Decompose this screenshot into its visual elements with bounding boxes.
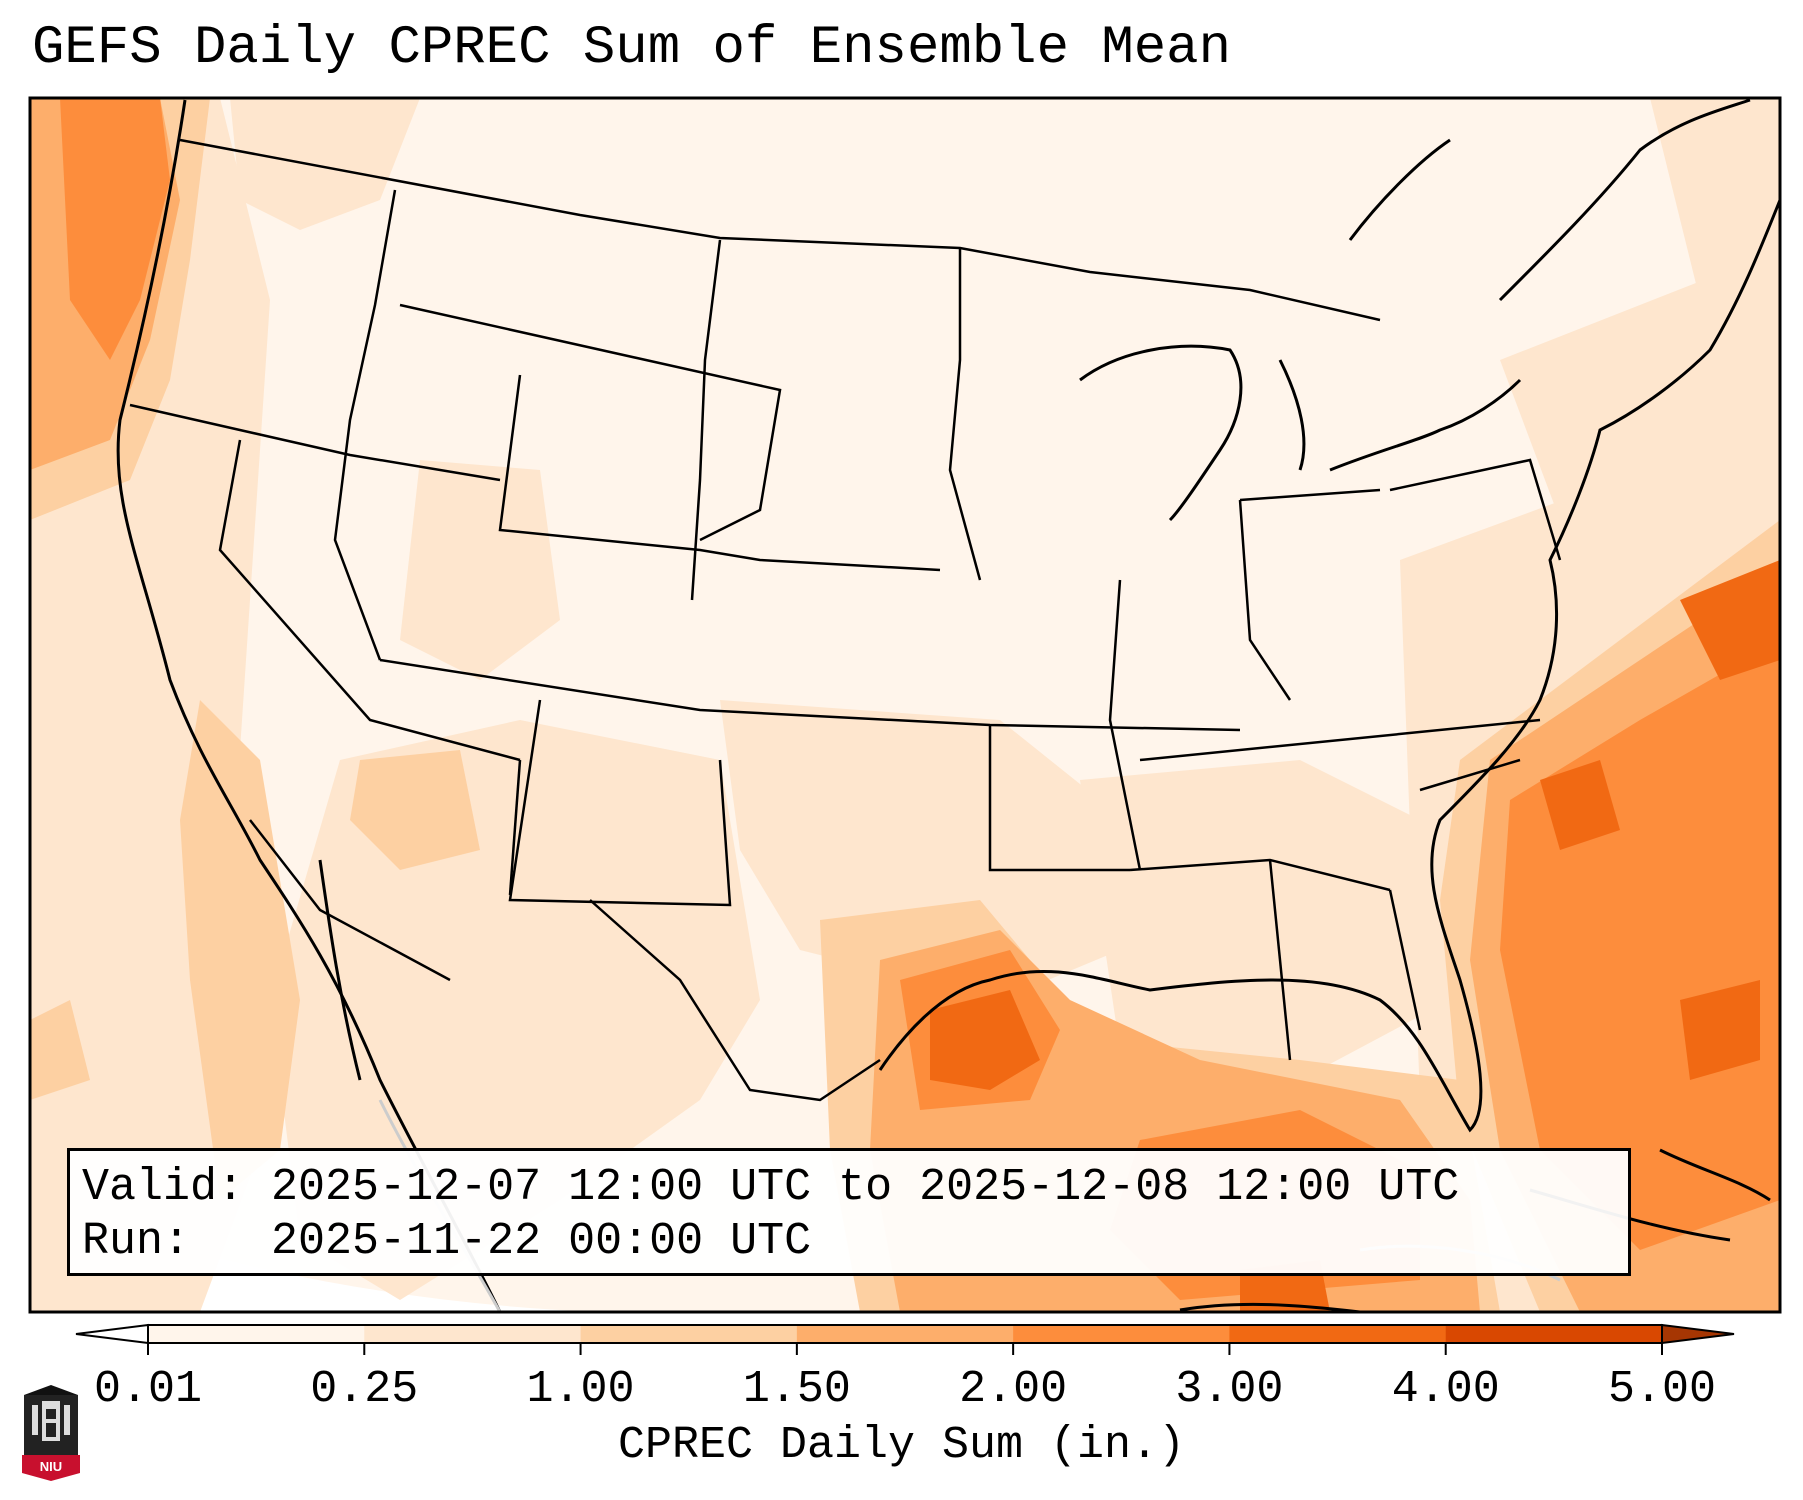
colorbar-segment — [796, 1325, 1014, 1343]
valid-row: Valid: 2025-12-07 12:00 UTC to 2025-12-0… — [82, 1161, 1616, 1215]
colorbar-segment — [1445, 1325, 1663, 1343]
colorbar-over-extend — [1661, 1323, 1735, 1345]
colorbar-tick-label: 5.00 — [1608, 1364, 1716, 1415]
colorbar: 0.01 0.25 1.00 1.50 2.00 3.00 4.00 5.00 — [75, 1323, 1735, 1415]
run-row: Run: 2025-11-22 00:00 UTC — [82, 1215, 1616, 1269]
logo-text: NIU — [40, 1459, 62, 1474]
run-label: Run: — [82, 1216, 191, 1267]
colorbar-tick-label: 0.25 — [310, 1364, 418, 1415]
colorbar-segment — [1229, 1325, 1447, 1343]
colorbar-tick-label: 1.00 — [527, 1364, 635, 1415]
colorbar-segment — [364, 1325, 582, 1343]
colorbar-segment — [1013, 1325, 1230, 1343]
colorbar-tick-label: 0.01 — [94, 1364, 202, 1415]
university-building-icon: NIU — [22, 1385, 80, 1481]
colorbar-tick-label: 3.00 — [1175, 1364, 1283, 1415]
valid-label: Valid: — [82, 1162, 245, 1213]
colorbar-segment — [148, 1325, 365, 1343]
run-time: 2025-11-22 00:00 UTC — [271, 1216, 812, 1267]
colorbar-segment — [580, 1325, 798, 1343]
colorbar-tick-label: 1.50 — [743, 1364, 851, 1415]
colorbar-tick-label: 2.00 — [959, 1364, 1067, 1415]
coastlines — [116, 98, 1780, 1312]
state-borders — [129, 138, 1562, 1102]
valid-time: 2025-12-07 12:00 UTC to 2025-12-08 12:00… — [271, 1162, 1460, 1213]
map-title: GEFS Daily CPREC Sum of Ensemble Mean — [32, 18, 1231, 79]
validity-info-box: Valid: 2025-12-07 12:00 UTC to 2025-12-0… — [67, 1148, 1631, 1276]
colorbar-frame — [147, 1324, 1663, 1344]
colorbar-under-extend — [75, 1323, 149, 1345]
map-frame — [28, 96, 1782, 1314]
colorbar-title: CPREC Daily Sum (in.) — [617, 1420, 1186, 1471]
colorbar-tick-label: 4.00 — [1392, 1364, 1500, 1415]
